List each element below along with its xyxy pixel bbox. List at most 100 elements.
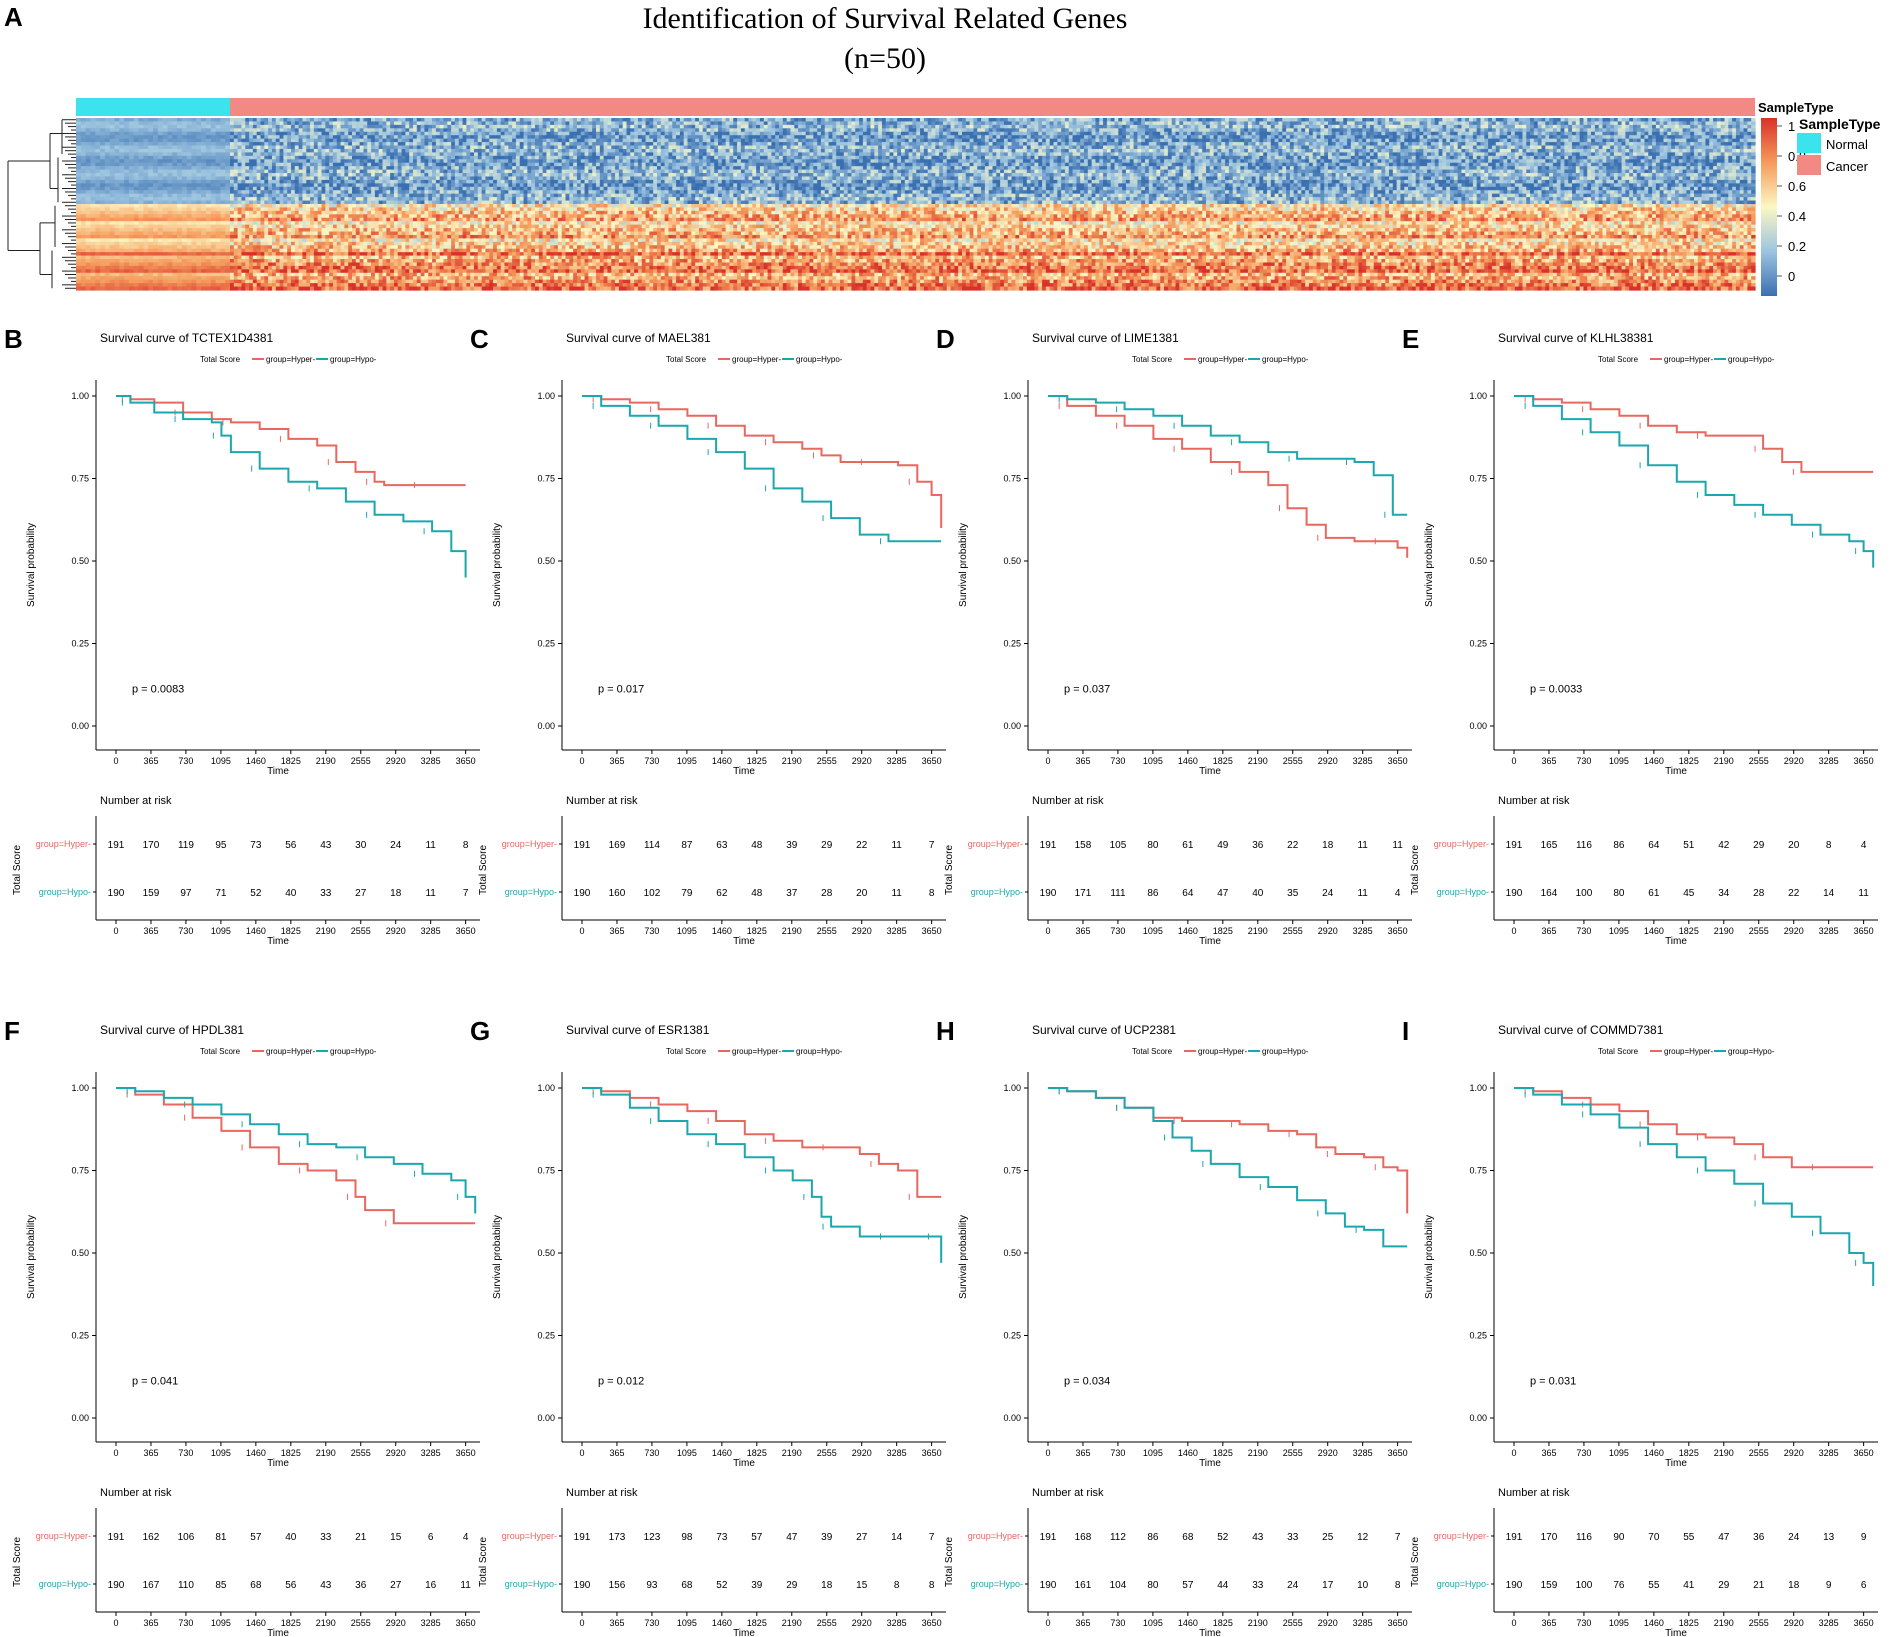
- risk-x-tick-label: 365: [1541, 926, 1556, 936]
- survival-curve-hyper: [116, 1087, 476, 1225]
- risk-count-hyper: 73: [716, 1532, 728, 1543]
- risk-count-hyper: 112: [1110, 1532, 1126, 1543]
- sampletype-bar-normal: [76, 98, 230, 116]
- risk-x-tick-label: 0: [579, 926, 584, 936]
- risk-count-hyper: 114: [644, 840, 660, 851]
- risk-row-label-hypo: group=Hypo-: [971, 1579, 1023, 1589]
- risk-x-tick-label: 2555: [1283, 926, 1303, 936]
- panel-label-a: A: [4, 2, 23, 32]
- x-tick-label: 0: [113, 1448, 118, 1458]
- y-tick-label: 0.00: [1469, 1413, 1487, 1423]
- y-tick-label: 0.75: [537, 1166, 555, 1176]
- x-tick-label: 365: [143, 756, 158, 766]
- risk-count-hyper: 158: [1075, 840, 1092, 851]
- risk-y-title: Total Score: [478, 1537, 489, 1587]
- risk-x-tick-label: 1095: [1143, 926, 1163, 936]
- risk-x-tick-label: 3650: [1388, 926, 1408, 936]
- x-tick-label: 3285: [1353, 1448, 1373, 1458]
- risk-count-hypo: 190: [1506, 888, 1523, 899]
- survival-curve-hyper: [1514, 1087, 1874, 1169]
- x-tick-label: 730: [1576, 1448, 1591, 1458]
- y-tick-label: 0.75: [71, 474, 89, 484]
- risk-x-tick-label: 365: [143, 926, 158, 936]
- x-axis-title: Time: [267, 1458, 289, 1469]
- risk-count-hyper: 55: [1683, 1532, 1695, 1543]
- risk-count-hyper: 48: [751, 840, 763, 851]
- risk-count-hyper: 70: [1648, 1532, 1660, 1543]
- survival-curve-hyper: [116, 395, 466, 487]
- risk-count-hypo: 34: [1718, 888, 1730, 899]
- x-axis-title: Time: [1665, 1458, 1687, 1469]
- risk-x-tick-label: 2555: [1749, 926, 1769, 936]
- y-tick-label: 1.00: [1003, 1083, 1021, 1093]
- risk-count-hypo: 104: [1110, 1580, 1127, 1591]
- risk-count-hypo: 159: [1541, 1580, 1558, 1591]
- risk-count-hyper: 40: [285, 1532, 297, 1543]
- risk-count-hyper: 7: [929, 1532, 935, 1543]
- legend-strata-title: Total Score: [666, 1047, 707, 1056]
- risk-table: Number at risk group=Hyper-group=Hypo- Tot…: [478, 1487, 946, 1637]
- heatmap-title-line1: Identification of Survival Related Genes: [643, 2, 1128, 35]
- risk-count-hyper: 116: [1576, 1532, 1592, 1543]
- legend-strata-title: Total Score: [1132, 355, 1173, 364]
- x-tick-label: 730: [178, 756, 193, 766]
- risk-count-hyper: 21: [355, 1532, 367, 1543]
- risk-count-hypo: 33: [1252, 1580, 1264, 1591]
- risk-count-hyper: 11: [1357, 840, 1368, 851]
- risk-count-hypo: 8: [929, 888, 935, 899]
- y-tick-label: 0.50: [537, 556, 555, 566]
- risk-count-hypo: 11: [1858, 888, 1869, 899]
- risk-x-tick-label: 1095: [1143, 1618, 1163, 1628]
- risk-count-hypo: 36: [355, 1580, 367, 1591]
- x-tick-label: 2190: [316, 756, 336, 766]
- y-tick-label: 0.00: [1003, 1413, 1021, 1423]
- risk-x-tick-label: 1825: [1679, 1618, 1699, 1628]
- risk-x-tick-label: 1460: [712, 1618, 732, 1628]
- risk-x-tick-label: 1095: [211, 1618, 231, 1628]
- risk-count-hypo: 190: [108, 1580, 125, 1591]
- x-tick-label: 2555: [1283, 1448, 1303, 1458]
- chart-title: Survival curve of COMMD7381: [1498, 1023, 1664, 1037]
- risk-x-tick-label: 730: [644, 926, 659, 936]
- risk-table-title: Number at risk: [1498, 795, 1570, 807]
- km-panel-f: F Survival curve of HPDL381 Total Score gro…: [4, 1016, 480, 1637]
- risk-count-hypo: 97: [180, 888, 192, 899]
- risk-x-tick-label: 2920: [386, 1618, 406, 1628]
- x-tick-label: 3285: [421, 1448, 441, 1458]
- x-tick-label: 2920: [1784, 756, 1804, 766]
- x-tick-label: 365: [1075, 756, 1090, 766]
- x-tick-label: 365: [1075, 1448, 1090, 1458]
- legend-title: SampleType: [1799, 116, 1881, 132]
- x-tick-label: 3650: [1854, 1448, 1874, 1458]
- x-tick-label: 2555: [817, 1448, 837, 1458]
- risk-count-hyper: 9: [1861, 1532, 1867, 1543]
- colorbar-tick-label: 0.6: [1788, 179, 1806, 194]
- x-tick-label: 365: [609, 1448, 624, 1458]
- risk-count-hyper: 43: [1252, 1532, 1264, 1543]
- risk-y-title: Total Score: [12, 1537, 23, 1587]
- legend-strata-title: Total Score: [1598, 1047, 1639, 1056]
- x-tick-label: 3650: [456, 756, 476, 766]
- legend-label-cancer: Cancer: [1826, 159, 1869, 174]
- risk-count-hypo: 190: [108, 888, 125, 899]
- gene-dendrogram: [7, 119, 76, 289]
- y-tick-label: 0.50: [1469, 556, 1487, 566]
- risk-x-tick-label: 2190: [1714, 926, 1734, 936]
- x-tick-label: 1825: [281, 756, 301, 766]
- risk-count-hyper: 165: [1541, 840, 1558, 851]
- chart-title: Survival curve of LIME1381: [1032, 331, 1179, 345]
- risk-count-hyper: 43: [320, 840, 332, 851]
- risk-count-hyper: 12: [1357, 1532, 1369, 1543]
- x-tick-label: 1095: [1143, 756, 1163, 766]
- y-tick-label: 0.25: [1003, 1331, 1021, 1341]
- risk-x-title: Time: [1665, 936, 1687, 947]
- x-tick-label: 1095: [1143, 1448, 1163, 1458]
- y-tick-label: 0.75: [1469, 474, 1487, 484]
- y-tick-label: 1.00: [1469, 391, 1487, 401]
- risk-table: Number at risk group=Hyper-group=Hypo- Tot…: [12, 1487, 480, 1637]
- p-value: p = 0.037: [1064, 683, 1110, 695]
- risk-x-tick-label: 730: [178, 926, 193, 936]
- risk-count-hyper: 106: [178, 1532, 195, 1543]
- x-tick-label: 1460: [1178, 756, 1198, 766]
- risk-count-hyper: 191: [574, 1532, 591, 1543]
